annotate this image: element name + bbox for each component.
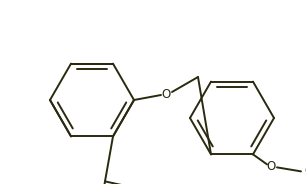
Text: O: O: [267, 160, 276, 173]
Text: O: O: [161, 89, 171, 102]
Text: CH₃: CH₃: [304, 166, 306, 176]
